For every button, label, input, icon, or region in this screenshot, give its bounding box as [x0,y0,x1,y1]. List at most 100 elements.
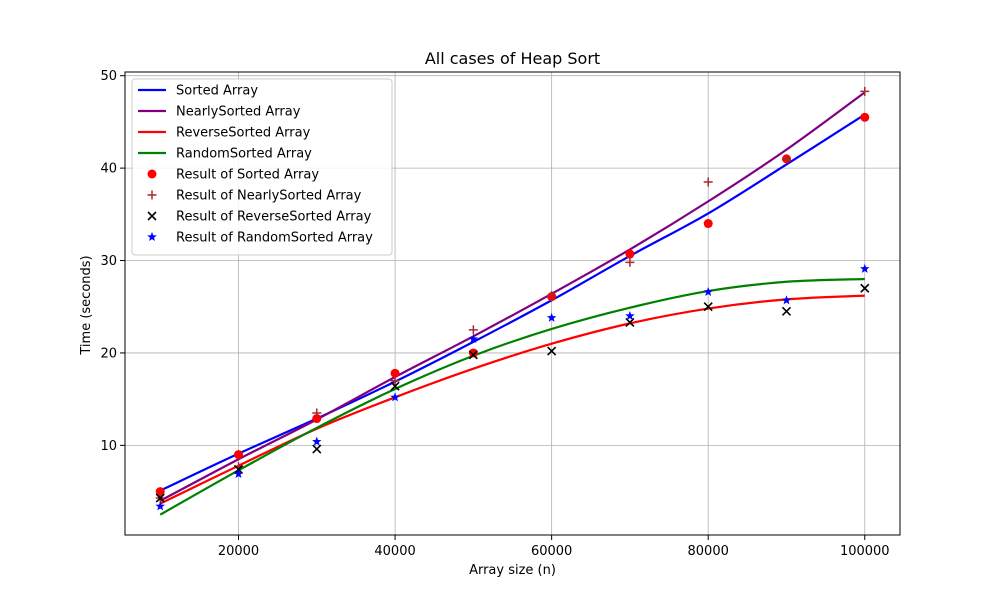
point-result-of-sorted-array-shape [860,112,870,122]
point-result-of-reversesorted-array [468,350,478,360]
point-result-of-nearlysorted-array [625,257,635,267]
point-result-of-sorted-array [390,368,400,378]
legend-item: Result of RandomSorted Array [147,231,373,246]
line-randomsorted-array [159,277,865,516]
point-result-of-reversesorted-array-shape [312,444,322,454]
y-tick-label: 50 [100,69,117,84]
point-result-of-reversesorted-array [390,381,400,391]
point-result-of-sorted-array-shape [312,414,322,424]
point-result-of-sorted-array [312,414,322,424]
point-result-of-randomsorted-array [860,263,870,273]
point-result-of-nearlysorted-array [390,376,400,386]
legend-marker-shape [147,232,157,242]
point-result-of-randomsorted-array-shape [703,286,713,296]
point-result-of-nearlysorted-array-shape [860,86,870,96]
legend-item: RandomSorted Array [138,147,312,162]
line-nearlysorted-array [159,91,866,502]
legend-item: Result of NearlySorted Array [147,189,362,204]
point-result-of-nearlysorted-array-shape [312,408,322,418]
point-result-of-reversesorted-array [703,302,713,312]
point-result-of-sorted-array [155,487,165,497]
point-result-of-reversesorted-array [312,444,322,454]
point-result-of-randomsorted-array [625,310,635,321]
legend-label: Result of NearlySorted Array [176,189,362,204]
point-result-of-sorted-array-shape [155,487,165,497]
point-result-of-randomsorted-array [233,469,244,479]
legend-label: ReverseSorted Array [176,126,311,141]
point-result-of-randomsorted-array-shape [781,295,792,305]
point-result-of-reversesorted-array-shape [468,350,478,360]
point-result-of-randomsorted-array [155,501,165,511]
point-result-of-randomsorted-array [781,295,792,305]
point-result-of-nearlysorted-array-shape [390,376,400,386]
point-result-of-reversesorted-array-shape [390,381,400,391]
legend-label: Result of Sorted Array [176,168,319,183]
point-result-of-nearlysorted-array [468,325,478,335]
y-tick-label: 40 [100,162,117,177]
line-sorted-array [159,113,866,492]
point-result-of-sorted-array [234,450,244,460]
legend-marker-shape [147,169,157,179]
legend-label: Result of ReverseSorted Array [176,210,372,225]
point-result-of-randomsorted-array-shape [546,312,557,322]
point-result-of-randomsorted-array-shape [860,263,870,273]
point-result-of-nearlysorted-array-shape [625,257,635,267]
point-result-of-reversesorted-array-shape [547,346,557,356]
point-result-of-reversesorted-array-shape [155,493,165,503]
point-result-of-nearlysorted-array-shape [547,291,557,301]
legend-label: NearlySorted Array [176,105,301,120]
y-axis-label: Time (seconds) [79,255,94,355]
point-result-of-reversesorted-array-shape [703,302,713,312]
point-result-of-sorted-array [468,348,478,358]
point-result-of-nearlysorted-array-shape [703,177,713,187]
point-result-of-randomsorted-array-shape [312,436,322,446]
legend-box [131,78,393,256]
point-result-of-randomsorted-array [312,436,322,446]
point-result-of-randomsorted-array [703,286,713,296]
line-reversesorted-array [159,294,865,505]
point-result-of-reversesorted-array [860,283,870,293]
legend-label: Result of RandomSorted Array [176,231,373,246]
legend-marker [147,169,157,179]
point-result-of-nearlysorted-array [703,177,713,187]
point-result-of-sorted-array-shape [234,450,244,460]
x-tick-label: 60000 [531,544,572,559]
x-tick-label: 80000 [688,544,729,559]
point-result-of-sorted-array-shape [703,219,713,229]
point-result-of-randomsorted-array-shape [390,392,400,402]
legend-item: Sorted Array [138,84,258,99]
y-tick-label: 10 [100,439,117,454]
point-result-of-reversesorted-array-shape [860,283,870,293]
point-result-of-randomsorted-array-shape [625,310,635,321]
point-result-of-nearlysorted-array [547,291,557,301]
x-tick-label: 20000 [218,544,259,559]
point-result-of-nearlysorted-array-shape [468,325,478,335]
point-result-of-randomsorted-array-shape [468,334,479,344]
y-tick-label: 20 [100,346,117,361]
legend-label: RandomSorted Array [176,147,312,162]
point-result-of-nearlysorted-array [860,86,870,96]
plot-area: 20000 40000 60000 80000 100000 10 20 30 40 50 Sort… [100,69,901,559]
point-result-of-reversesorted-array [781,306,792,316]
y-tick-label: 30 [100,254,117,269]
x-tick-label: 100000 [840,544,890,559]
legend-marker [147,232,157,242]
legend-item: Result of Sorted Array [147,168,319,183]
point-result-of-reversesorted-array [155,493,165,503]
point-result-of-sorted-array-shape [390,368,400,378]
point-result-of-nearlysorted-array-shape [781,154,791,164]
point-result-of-randomsorted-array-shape [233,469,244,479]
legend-marker [147,190,157,200]
legend-marker [147,211,157,221]
point-result-of-sorted-array [625,249,635,259]
legend-item: NearlySorted Array [138,105,301,120]
legend-marker-shape [147,190,157,200]
x-axis-label: Array size (n) [469,563,556,578]
legend-marker-shape [147,211,157,221]
point-result-of-sorted-array [703,219,713,229]
legend-label: Sorted Array [176,84,258,99]
point-result-of-reversesorted-array [547,346,557,356]
point-result-of-sorted-array-shape [625,249,635,259]
legend-item: ReverseSorted Array [138,126,311,141]
